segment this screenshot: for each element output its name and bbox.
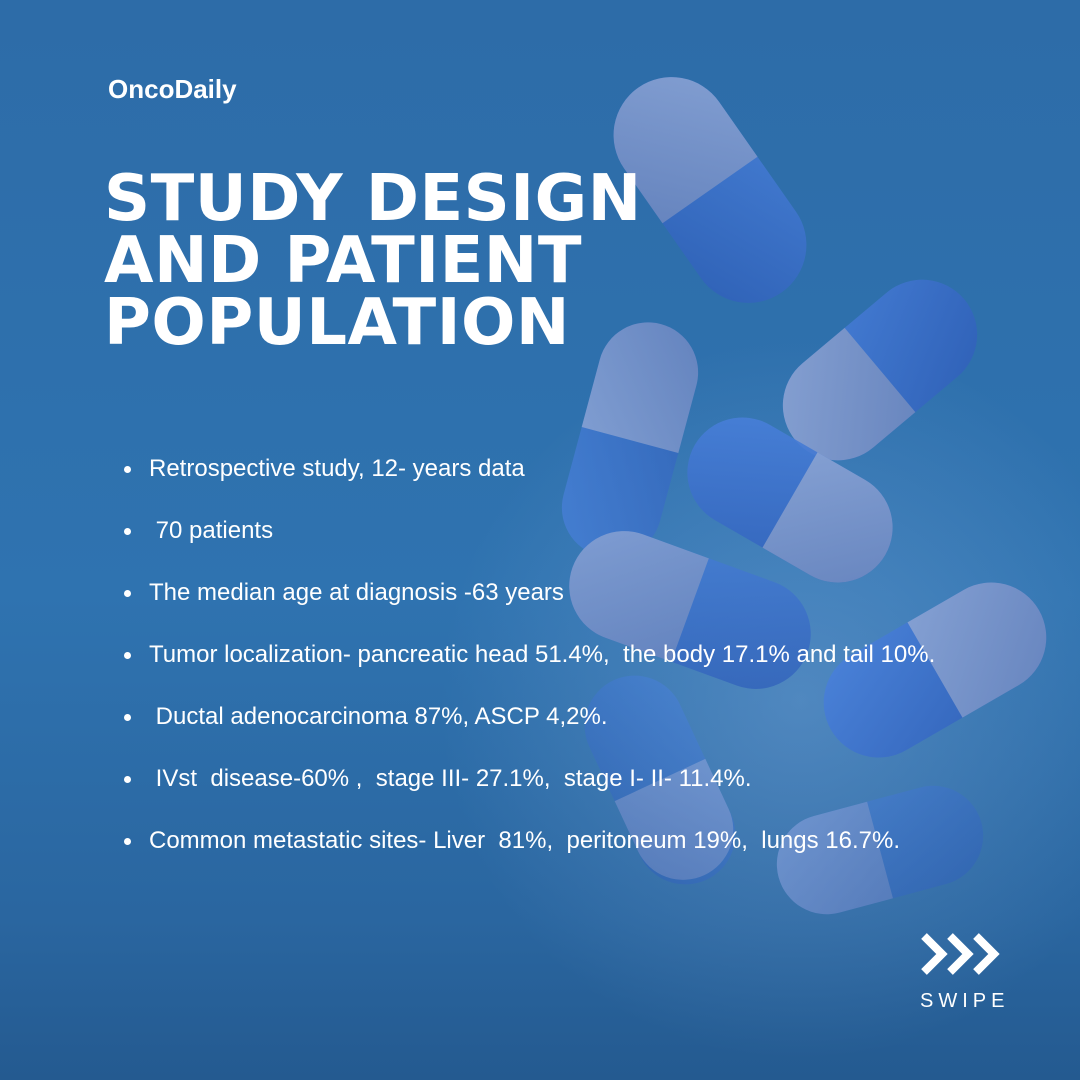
bullet-dot xyxy=(124,528,131,535)
list-item-text: IVst disease-60% , stage III- 27.1%, sta… xyxy=(149,765,752,792)
capsule xyxy=(687,417,893,583)
capsule xyxy=(823,582,1047,758)
list-item-text: Ductal adenocarcinoma 87%, ASCP 4,2%. xyxy=(149,703,608,730)
capsule xyxy=(584,675,736,885)
title-line: POPULATION xyxy=(104,286,570,360)
swipe-label: SWIPE xyxy=(920,990,1010,1012)
title-line: STUDY DESIGN xyxy=(104,162,642,236)
list-item-text: Common metastatic sites- Liver 81%, peri… xyxy=(149,827,901,854)
bullet-dot xyxy=(124,590,131,597)
title-line: AND PATIENT xyxy=(104,224,582,298)
capsule xyxy=(569,531,811,689)
capsule xyxy=(613,77,807,303)
list-item: 70 patients xyxy=(122,516,982,545)
triple-chevron-right-icon[interactable] xyxy=(920,932,1004,976)
list-item: Ductal adenocarcinoma 87%, ASCP 4,2%. xyxy=(122,702,982,731)
list-item-text: Tumor localization- pancreatic head 51.4… xyxy=(149,641,936,668)
list-item: The median age at diagnosis -63 years xyxy=(122,578,982,607)
capsule xyxy=(561,322,699,558)
list-item: Common metastatic sites- Liver 81%, peri… xyxy=(122,826,982,855)
bullet-dot xyxy=(124,776,131,783)
list-item-text: The median age at diagnosis -63 years xyxy=(149,579,564,606)
capsule xyxy=(776,785,984,915)
list-item: Retrospective study, 12- years data xyxy=(122,454,982,483)
bullet-dot xyxy=(124,466,131,473)
bullet-dot xyxy=(124,652,131,659)
capsule xyxy=(782,279,978,461)
bullet-dot xyxy=(124,838,131,845)
list-item: Tumor localization- pancreatic head 51.4… xyxy=(122,640,982,669)
list-item-text: 70 patients xyxy=(149,517,274,544)
list-item-text: Retrospective study, 12- years data xyxy=(149,455,525,482)
list-item: IVst disease-60% , stage III- 27.1%, sta… xyxy=(122,764,982,793)
brand-name: OncoDaily xyxy=(108,74,237,104)
page-title: STUDY DESIGN AND PATIENT POPULATION xyxy=(104,162,724,360)
bullet-list: Retrospective study, 12- years data 70 p… xyxy=(122,454,982,888)
bullet-dot xyxy=(124,714,131,721)
